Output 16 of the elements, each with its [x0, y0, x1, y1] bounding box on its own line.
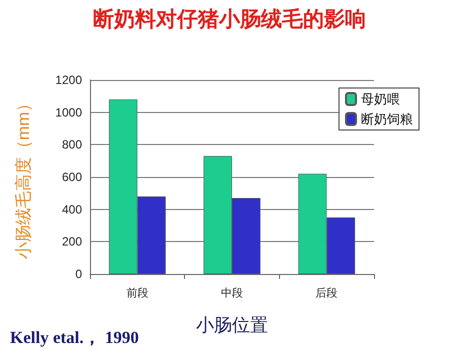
- y-tick-label: 1200: [55, 73, 82, 87]
- x-tick-label: 前段: [126, 288, 148, 300]
- y-tick-label: 200: [62, 234, 82, 249]
- legend-label: 断奶饲粮: [361, 112, 413, 126]
- y-axis-title: 小肠绒毛高度（mm）: [14, 94, 33, 260]
- x-tick-label: 后段: [316, 286, 338, 300]
- x-axis-title: 小肠位置: [196, 315, 268, 335]
- y-tick-label: 1000: [55, 105, 82, 120]
- y-tick-label: 600: [62, 170, 82, 184]
- chart-title: 断奶料对仔猪小肠绒毛的影响: [93, 7, 366, 31]
- x-tick-label: 中段: [221, 286, 243, 300]
- legend-label: 母奶喂: [361, 92, 400, 106]
- y-tick-label: 0: [75, 267, 82, 281]
- text: Kelly etal.， 1990: [10, 328, 139, 347]
- y-tick-label: 800: [62, 138, 82, 152]
- y-tick-label: 400: [62, 202, 82, 216]
